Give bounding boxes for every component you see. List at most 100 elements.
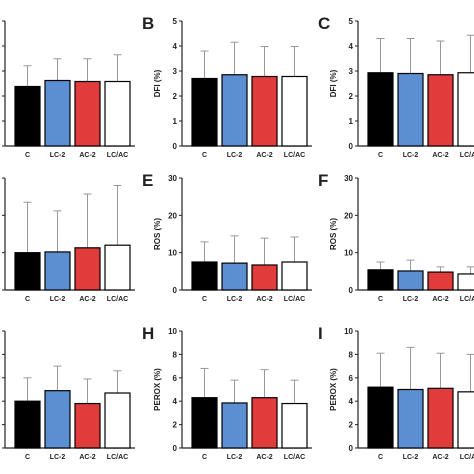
x-tick-label: AC-2 xyxy=(256,296,272,303)
y-tick-label: 8 xyxy=(0,350,1,359)
x-tick-label: AC-2 xyxy=(432,454,448,461)
y-tick-label: 4 xyxy=(349,397,354,406)
bar xyxy=(427,271,454,291)
y-tick-label: 4 xyxy=(173,42,178,51)
panel-letter: F xyxy=(318,171,328,190)
x-tick-label: LC-2 xyxy=(50,152,66,159)
y-tick-label: 6 xyxy=(173,374,178,383)
y-tick-label: 5 xyxy=(173,17,178,26)
bar xyxy=(397,270,424,291)
bar xyxy=(104,244,131,291)
bar xyxy=(367,269,394,291)
y-tick-label: 10 xyxy=(0,327,1,336)
y-tick-label: 0 xyxy=(173,444,178,453)
y-tick-label: 10 xyxy=(0,249,1,258)
bar xyxy=(427,387,454,449)
bar xyxy=(221,262,248,291)
x-tick-label: C xyxy=(25,296,30,303)
y-tick-label: 0 xyxy=(173,286,178,295)
y-tick-label: 30 xyxy=(168,174,177,183)
x-tick-label: C xyxy=(378,454,383,461)
x-tick-label: LC/AC xyxy=(460,296,474,303)
y-tick-label: 4 xyxy=(173,397,178,406)
bar xyxy=(104,80,131,147)
y-tick-label: 10 xyxy=(168,249,177,258)
bar xyxy=(457,72,474,147)
bar xyxy=(74,80,101,147)
y-axis-label: ROS (%) xyxy=(329,218,338,250)
y-tick-label: 6 xyxy=(0,374,1,383)
bar xyxy=(251,397,278,449)
y-tick-label: 0 xyxy=(0,444,1,453)
y-tick-label: 1 xyxy=(349,117,354,126)
x-tick-label: AC-2 xyxy=(79,152,95,159)
x-tick-label: AC-2 xyxy=(256,152,272,159)
y-tick-label: 3 xyxy=(0,67,1,76)
panel-letter: B xyxy=(142,14,154,33)
x-tick-label: LC/AC xyxy=(107,454,128,461)
y-tick-label: 2 xyxy=(173,92,178,101)
x-tick-label: AC-2 xyxy=(432,296,448,303)
y-tick-label: 1 xyxy=(0,117,1,126)
bar xyxy=(191,77,218,147)
bar xyxy=(221,74,248,147)
y-tick-label: 20 xyxy=(344,211,353,220)
y-tick-label: 0 xyxy=(173,142,178,151)
bar xyxy=(281,75,308,147)
y-tick-label: 1 xyxy=(173,117,178,126)
y-tick-label: 5 xyxy=(0,17,1,26)
bar xyxy=(367,386,394,449)
x-tick-label: LC/AC xyxy=(284,152,305,159)
y-tick-label: 0 xyxy=(349,142,354,151)
y-axis-label: ROS (%) xyxy=(153,218,162,250)
x-tick-label: LC/AC xyxy=(284,454,305,461)
bar xyxy=(281,261,308,291)
x-tick-label: LC-2 xyxy=(227,296,243,303)
bar xyxy=(14,252,41,291)
y-tick-label: 2 xyxy=(0,421,1,430)
bar xyxy=(427,74,454,147)
y-tick-label: 3 xyxy=(349,67,354,76)
bar xyxy=(251,264,278,291)
bar xyxy=(14,85,41,147)
x-tick-label: C xyxy=(202,152,207,159)
x-tick-label: LC-2 xyxy=(227,454,243,461)
panel-letter: C xyxy=(318,14,330,33)
y-tick-label: 2 xyxy=(173,421,178,430)
y-tick-label: 0 xyxy=(0,286,1,295)
bar xyxy=(44,390,71,449)
bar xyxy=(191,261,218,291)
bar xyxy=(104,392,131,449)
y-tick-label: 4 xyxy=(0,397,1,406)
bar xyxy=(457,273,474,291)
y-axis-label: DFI (%) xyxy=(153,69,162,97)
y-tick-label: 0 xyxy=(0,142,1,151)
x-tick-label: LC/AC xyxy=(107,152,128,159)
y-axis-label: DFI (%) xyxy=(329,69,338,97)
panel-letter: E xyxy=(142,171,153,190)
y-tick-label: 0 xyxy=(349,444,354,453)
x-tick-label: LC-2 xyxy=(227,152,243,159)
bar xyxy=(397,72,424,147)
bar xyxy=(221,402,248,449)
y-axis-label: PEROX (%) xyxy=(329,368,338,411)
x-tick-label: LC/AC xyxy=(284,296,305,303)
y-tick-label: 20 xyxy=(168,211,177,220)
x-tick-label: C xyxy=(378,296,383,303)
x-tick-label: LC-2 xyxy=(50,296,66,303)
bar xyxy=(44,79,71,147)
x-tick-label: C xyxy=(378,152,383,159)
x-tick-label: C xyxy=(25,454,30,461)
x-tick-label: LC-2 xyxy=(403,152,419,159)
x-tick-label: LC-2 xyxy=(403,296,419,303)
bar xyxy=(367,72,394,147)
bar xyxy=(457,391,474,449)
bar xyxy=(191,397,218,449)
y-tick-label: 0 xyxy=(349,286,354,295)
y-tick-label: 30 xyxy=(344,174,353,183)
x-tick-label: LC-2 xyxy=(50,454,66,461)
y-tick-label: 2 xyxy=(349,92,354,101)
bar xyxy=(251,75,278,147)
y-tick-label: 3 xyxy=(173,67,178,76)
